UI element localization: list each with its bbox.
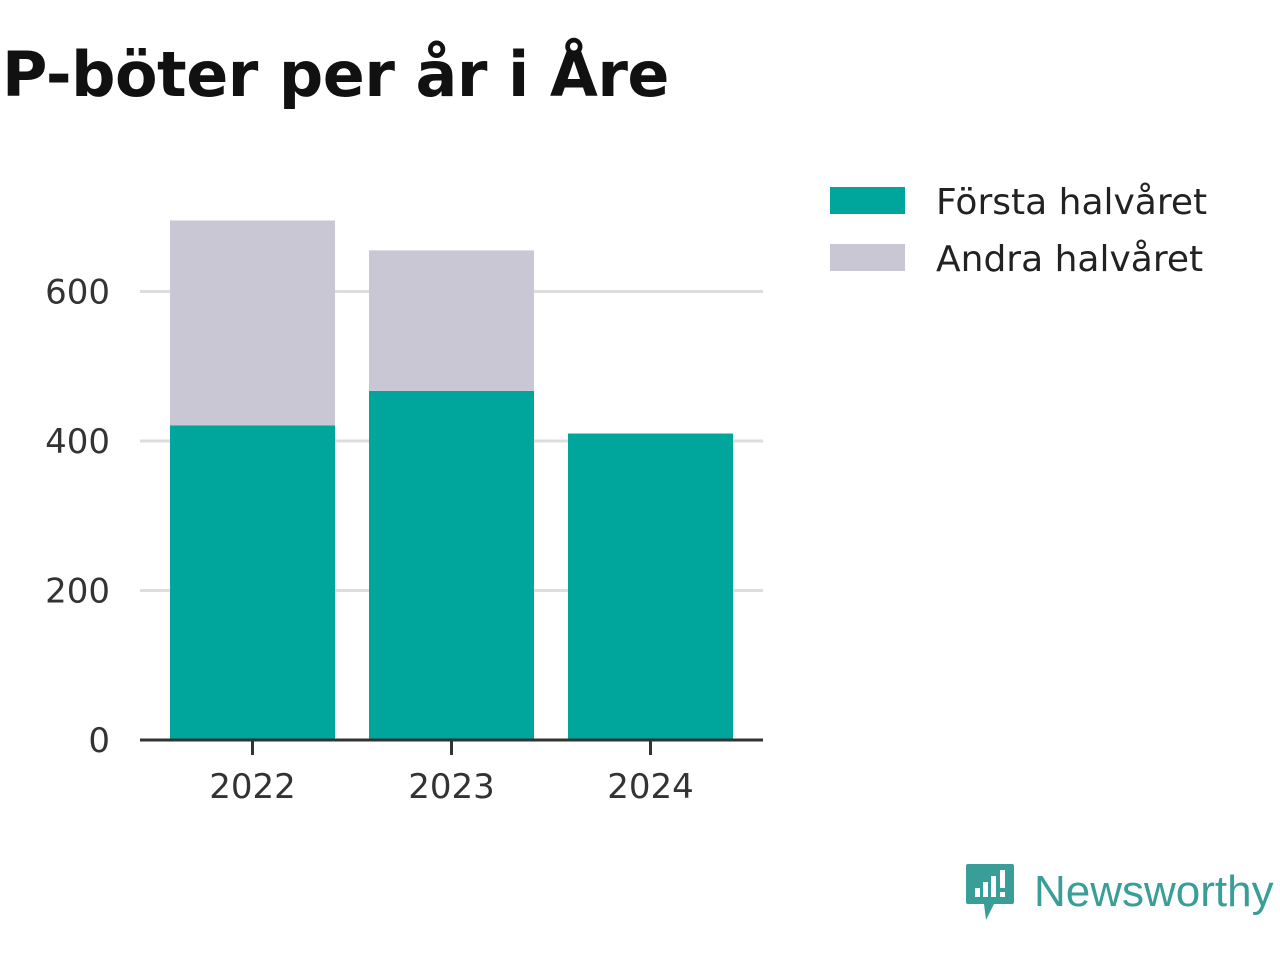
newsworthy-logo-icon [966, 864, 1014, 920]
legend-label: Första halvåret [936, 182, 1207, 223]
x-tick-label: 2023 [408, 767, 495, 807]
bar-2023-series-0 [369, 390, 534, 740]
legend-swatch [830, 244, 905, 271]
bar-2024-series-0 [568, 433, 733, 740]
legend-swatch [830, 187, 905, 214]
x-tick-label: 2024 [607, 767, 694, 807]
bar-2022-series-1 [170, 220, 335, 426]
bar-2023-series-1 [369, 250, 534, 391]
chart-title: P-böter per år i Åre [2, 38, 669, 111]
brand-name: Newsworthy [1034, 867, 1274, 916]
legend-label: Andra halvåret [936, 239, 1203, 280]
x-tick-label: 2022 [209, 767, 296, 807]
y-tick-label: 600 [45, 273, 110, 313]
y-tick-label: 200 [45, 572, 110, 612]
brand-logo: Newsworthy [964, 862, 1274, 922]
y-tick-label: 0 [88, 721, 110, 761]
bar-2022-series-0 [170, 425, 335, 740]
y-tick-label: 400 [45, 422, 110, 462]
